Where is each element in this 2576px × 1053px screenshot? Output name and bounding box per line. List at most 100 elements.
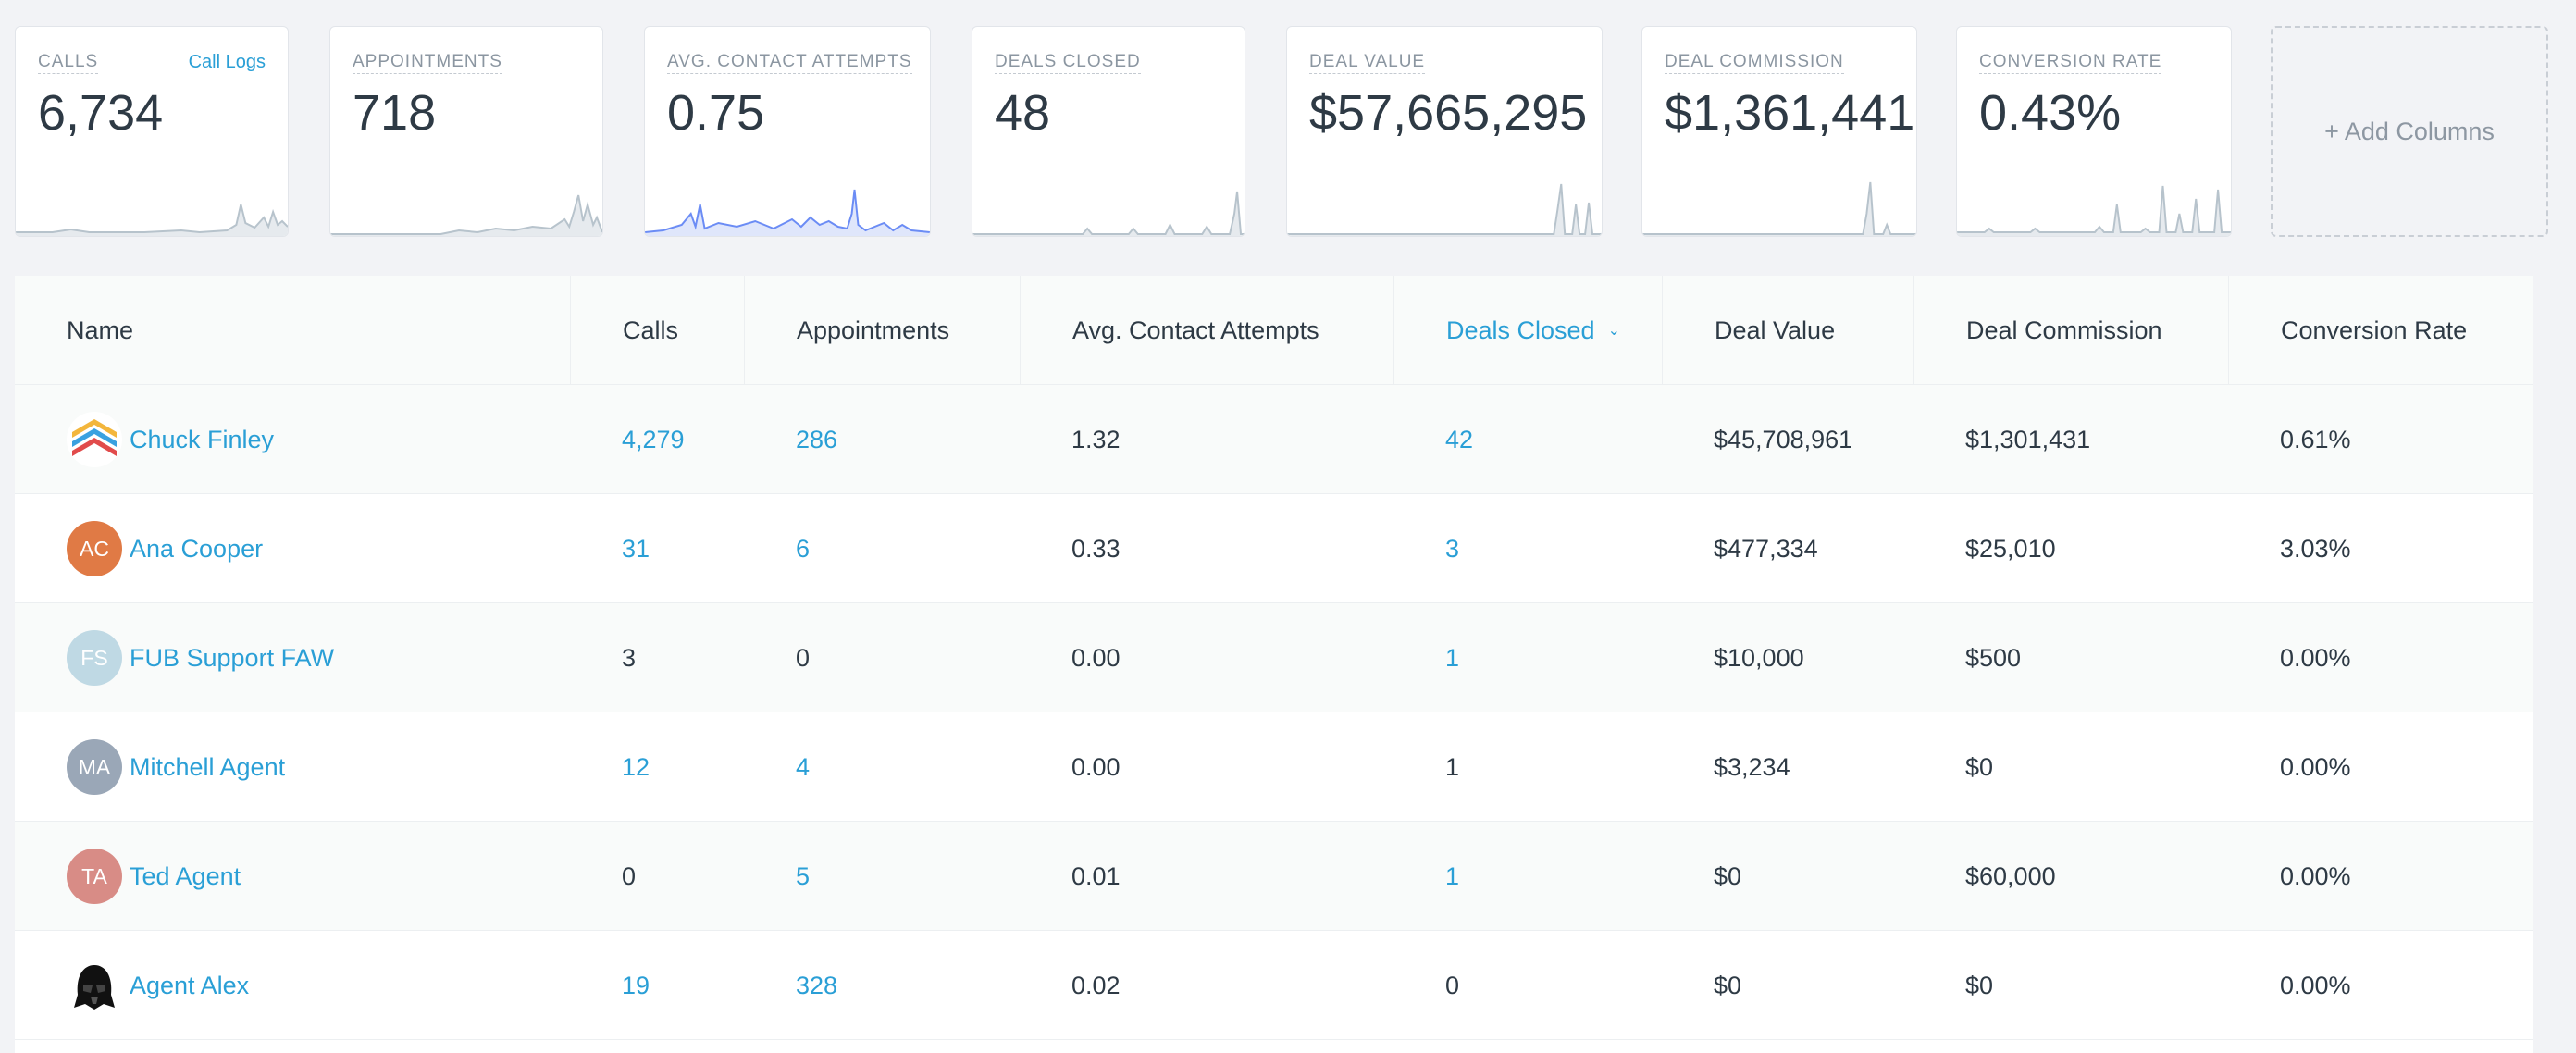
metric-card-calls[interactable]: CALLS Call Logs 6,734 <box>15 26 289 237</box>
sparkline-chart <box>1287 183 1602 236</box>
metric-card-appointments[interactable]: APPOINTMENTS 718 <box>329 26 603 237</box>
table-row[interactable]: Agent Alex 19 328 0.02 0 $0 $0 0.00% <box>15 931 2533 1040</box>
appointments-cell[interactable]: 5 <box>796 861 811 890</box>
deals-closed-cell[interactable]: 1 <box>1445 861 1460 890</box>
column-header-calls[interactable]: Calls <box>570 276 744 385</box>
conversion-rate-cell: 0.00% <box>2280 643 2351 672</box>
calls-cell[interactable]: 31 <box>622 534 650 563</box>
conversion-rate-cell: 3.03% <box>2280 534 2351 563</box>
metric-value: $1,361,441 <box>1665 85 1915 141</box>
agent-cell[interactable]: TA Ted Agent <box>67 822 241 931</box>
deals-closed-cell[interactable]: 3 <box>1445 534 1460 563</box>
appointments-cell[interactable]: 4 <box>796 752 811 781</box>
conversion-rate-cell: 0.00% <box>2280 752 2351 781</box>
avg-contact-attempts-cell: 0.01 <box>1071 861 1121 890</box>
agent-name-link[interactable]: Agent Alex <box>130 971 250 999</box>
deal-value-cell: $477,334 <box>1714 534 1818 563</box>
avg-contact-attempts-cell: 0.33 <box>1071 534 1121 563</box>
calls-cell[interactable]: 4,279 <box>622 425 685 453</box>
table-row[interactable]: FS FUB Support FAW 3 0 0.00 1 $10,000 $5… <box>15 603 2533 712</box>
agent-cell[interactable]: FS FUB Support FAW <box>67 603 334 712</box>
table-row[interactable]: Chuck Finley 4,279 286 1.32 42 $45,708,9… <box>15 385 2533 494</box>
table-row[interactable]: AC Ana Cooper 31 6 0.33 3 $477,334 $25,0… <box>15 494 2533 603</box>
column-header-appointments[interactable]: Appointments <box>744 276 1020 385</box>
agent-report-table: Name Calls Appointments Avg. Contact Att… <box>15 276 2533 1053</box>
calls-cell: 3 <box>622 643 637 672</box>
metric-card-deal-commission[interactable]: DEAL COMMISSION $1,361,441 <box>1641 26 1917 237</box>
avatar: FS <box>67 630 122 686</box>
appointments-cell[interactable]: 328 <box>796 971 838 999</box>
agent-name-link[interactable]: Chuck Finley <box>130 425 275 453</box>
agent-name-link[interactable]: Ted Agent <box>130 861 242 890</box>
metric-value: 718 <box>353 85 437 141</box>
agent-name-link[interactable]: FUB Support FAW <box>130 643 335 672</box>
metric-card-deals-closed[interactable]: DEALS CLOSED 48 <box>972 26 1245 237</box>
metric-value: 0.43% <box>1979 85 2122 141</box>
avg-contact-attempts-cell: 0.02 <box>1071 971 1121 999</box>
conversion-rate-cell: 0.61% <box>2280 425 2351 453</box>
deal-commission-cell: $0 <box>1965 752 1994 781</box>
agent-cell[interactable]: AC Ana Cooper <box>67 494 263 603</box>
metric-label: DEAL COMMISSION <box>1665 52 1844 74</box>
metric-value: 6,734 <box>38 85 164 141</box>
deals-closed-cell: 0 <box>1445 971 1460 999</box>
sort-chevron-down-icon: ⌄ <box>1607 323 1620 339</box>
conversion-rate-cell: 0.00% <box>2280 861 2351 890</box>
appointments-cell[interactable]: 286 <box>796 425 838 453</box>
column-header-deal-value[interactable]: Deal Value <box>1662 276 1913 385</box>
appointments-cell[interactable]: 6 <box>796 534 811 563</box>
appointments-cell: 0 <box>796 643 811 672</box>
deal-commission-cell: $1,301,431 <box>1965 425 2091 453</box>
column-header-avg-contact-attempts[interactable]: Avg. Contact Attempts <box>1020 276 1393 385</box>
calls-cell[interactable]: 19 <box>622 971 650 999</box>
deals-closed-cell: 1 <box>1445 752 1460 781</box>
avg-contact-attempts-cell: 0.00 <box>1071 643 1121 672</box>
agent-cell[interactable]: MA Mitchell Agent <box>67 712 285 822</box>
logo-icon <box>67 412 122 467</box>
deals-closed-cell[interactable]: 1 <box>1445 643 1460 672</box>
deal-value-cell: $3,234 <box>1714 752 1790 781</box>
deal-value-cell: $45,708,961 <box>1714 425 1853 453</box>
agent-cell[interactable]: Agent Alex <box>67 931 249 1040</box>
metric-value: 0.75 <box>667 85 765 141</box>
metric-card-avg-contact-attempts[interactable]: AVG. CONTACT ATTEMPTS 0.75 <box>644 26 931 237</box>
column-header-conversion-rate[interactable]: Conversion Rate <box>2228 276 2533 385</box>
metric-label: CONVERSION RATE <box>1979 52 2162 74</box>
deal-commission-cell: $25,010 <box>1965 534 2056 563</box>
conversion-rate-cell: 0.00% <box>2280 971 2351 999</box>
avg-contact-attempts-cell: 1.32 <box>1071 425 1121 453</box>
helmet-icon <box>67 958 122 1013</box>
metric-value: $57,665,295 <box>1309 85 1588 141</box>
avatar: TA <box>67 849 122 904</box>
sparkline-chart <box>330 194 602 236</box>
sparkline-chart <box>16 204 288 236</box>
metric-card-deal-value[interactable]: DEAL VALUE $57,665,295 <box>1286 26 1603 237</box>
metric-value: 48 <box>995 85 1051 141</box>
deal-value-cell: $0 <box>1714 971 1742 999</box>
call-logs-link[interactable]: Call Logs <box>188 52 266 72</box>
sparkline-chart <box>1957 185 2231 236</box>
add-columns-button[interactable]: + Add Columns <box>2271 26 2548 237</box>
agent-name-link[interactable]: Mitchell Agent <box>130 752 286 781</box>
avatar: MA <box>67 739 122 795</box>
table-row[interactable]: TA Ted Agent 0 5 0.01 1 $0 $60,000 0.00% <box>15 822 2533 931</box>
calls-cell[interactable]: 12 <box>622 752 650 781</box>
metric-label: DEAL VALUE <box>1309 52 1426 74</box>
column-header-deal-commission[interactable]: Deal Commission <box>1913 276 2228 385</box>
avatar: AC <box>67 521 122 576</box>
deal-commission-cell: $60,000 <box>1965 861 2056 890</box>
calls-cell: 0 <box>622 861 637 890</box>
table-row[interactable]: MA Mitchell Agent 12 4 0.00 1 $3,234 $0 … <box>15 712 2533 822</box>
agent-cell[interactable]: Chuck Finley <box>67 385 274 494</box>
metric-label: DEALS CLOSED <box>995 52 1141 74</box>
metric-card-conversion-rate[interactable]: CONVERSION RATE 0.43% <box>1956 26 2232 237</box>
deals-closed-cell[interactable]: 42 <box>1445 425 1474 453</box>
column-header-name[interactable]: Name <box>67 316 134 344</box>
table-header: Name Calls Appointments Avg. Contact Att… <box>15 276 2533 385</box>
sparkline-chart <box>1642 181 1916 236</box>
column-header-deals-closed[interactable]: Deals Closed ⌄ <box>1393 276 1662 385</box>
agent-name-link[interactable]: Ana Cooper <box>130 534 264 563</box>
metric-label: AVG. CONTACT ATTEMPTS <box>667 52 912 74</box>
deal-commission-cell: $500 <box>1965 643 2022 672</box>
column-header-label: Deals Closed <box>1446 316 1595 344</box>
